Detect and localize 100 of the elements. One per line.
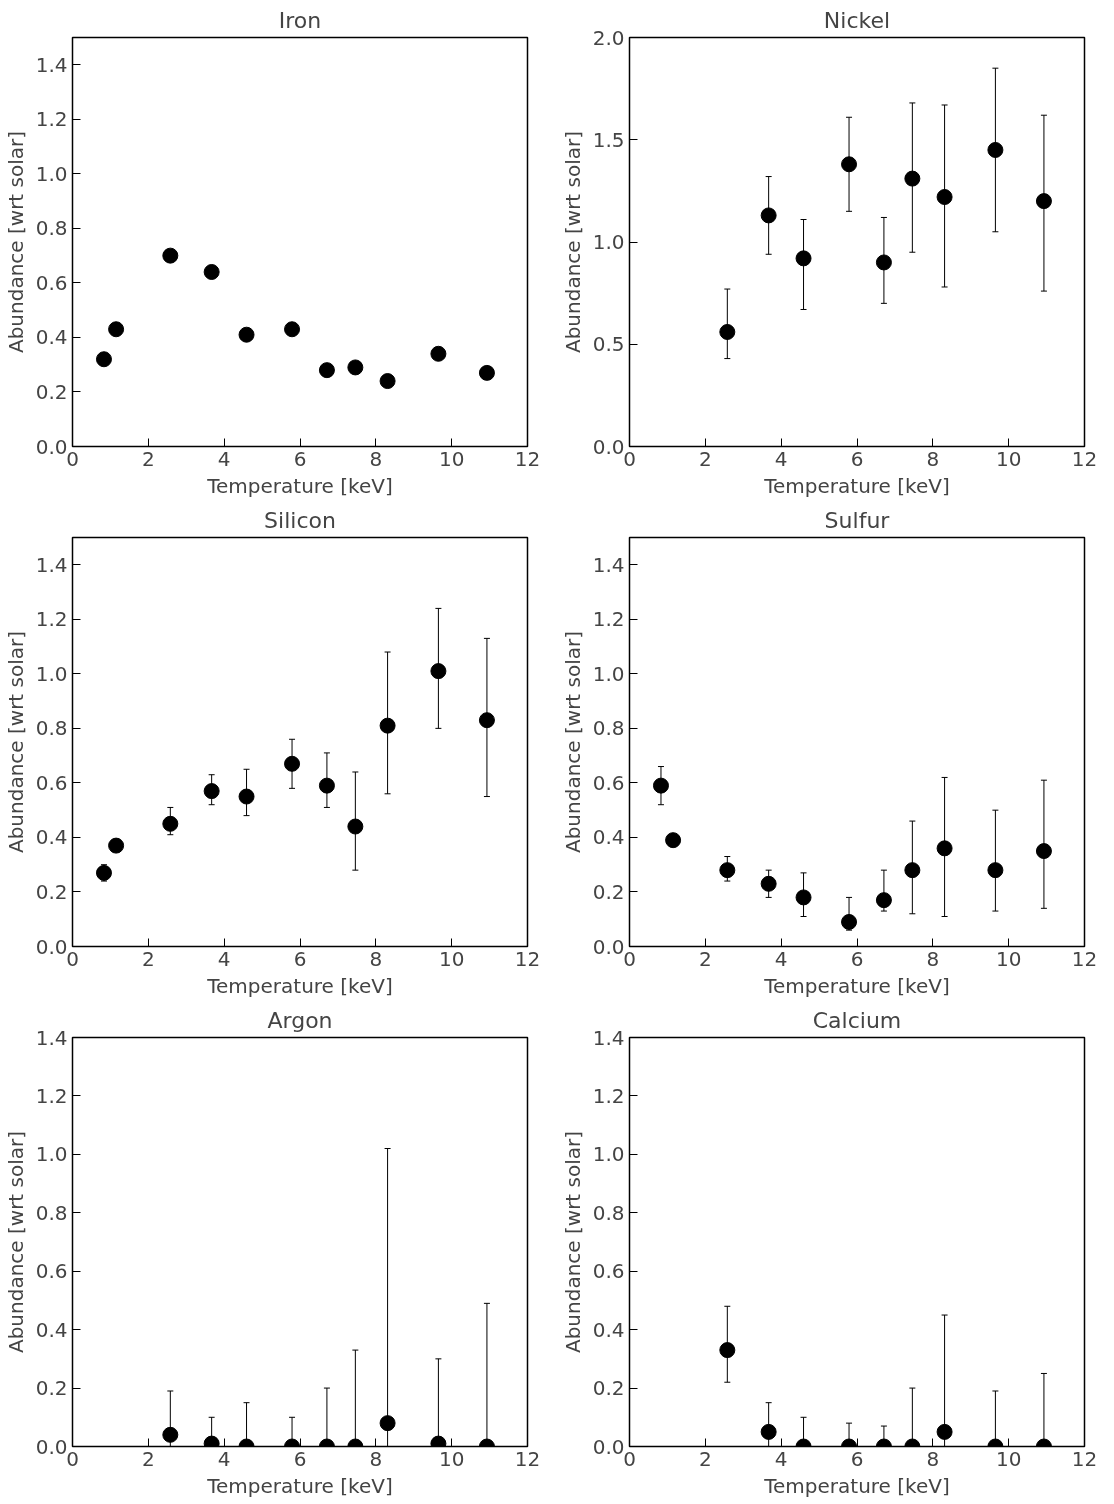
y-tick-label: 0.6 (35, 270, 68, 295)
x-axis-title: Temperature [keV] (206, 973, 393, 998)
y-tick-label: 1.0 (35, 161, 68, 186)
y-tick-label: 1.0 (592, 661, 625, 686)
y-tick-label: 0.4 (35, 825, 68, 850)
x-tick-label: 8 (926, 946, 940, 971)
x-tick-label: 10 (438, 946, 465, 971)
x-axis-title: Temperature [keV] (763, 973, 950, 998)
y-tick-label: 0.2 (35, 879, 68, 904)
x-tick-label: 0 (623, 1446, 636, 1471)
y-tick-label: 0.0 (35, 1434, 68, 1459)
x-tick-label: 12 (514, 1446, 541, 1471)
x-tick-label: 12 (1071, 446, 1098, 471)
x-tick-label: 6 (850, 446, 864, 471)
y-tick-label: 1.0 (35, 661, 68, 686)
x-tick-label: 10 (438, 1446, 465, 1471)
chart-title: Argon (267, 1007, 333, 1033)
x-tick-label: 12 (514, 446, 541, 471)
y-tick-label: 1.2 (592, 607, 625, 632)
x-tick-label: 0 (623, 946, 636, 971)
x-tick-label: 2 (698, 946, 712, 971)
y-tick-label: 0.0 (35, 934, 68, 959)
x-tick-label: 10 (995, 946, 1022, 971)
y-axis-title: Abundance [wrt solar] (560, 1130, 585, 1354)
x-tick-label: 12 (1071, 946, 1098, 971)
y-tick-label: 0.0 (592, 434, 625, 459)
y-tick-label: 1.4 (35, 552, 68, 577)
y-tick-label: 1.2 (35, 107, 68, 132)
chart-title: Calcium (812, 1007, 902, 1033)
x-tick-label: 4 (774, 946, 788, 971)
y-tick-label: 0.0 (35, 434, 68, 459)
x-tick-label: 0 (623, 446, 636, 471)
y-tick-label: 0.4 (35, 325, 68, 350)
x-tick-label: 0 (66, 1446, 79, 1471)
x-tick-label: 4 (217, 446, 231, 471)
y-axis-title: Abundance [wrt solar] (3, 630, 28, 854)
x-tick-label: 4 (774, 446, 788, 471)
y-tick-label: 1.4 (35, 1025, 68, 1050)
y-tick-label: 1.4 (592, 552, 625, 577)
chart-title: Silicon (264, 507, 336, 533)
y-tick-label: 0.4 (592, 1317, 625, 1342)
x-axis-title: Temperature [keV] (206, 1473, 393, 1498)
x-tick-label: 6 (850, 946, 864, 971)
x-tick-label: 8 (926, 1446, 940, 1471)
y-tick-label: 0.6 (35, 770, 68, 795)
y-tick-label: 0.2 (592, 1376, 625, 1401)
x-axis-title: Temperature [keV] (763, 473, 950, 498)
x-tick-label: 8 (369, 1446, 383, 1471)
y-tick-label: 1.0 (35, 1142, 68, 1167)
y-tick-label: 0.2 (592, 879, 625, 904)
y-tick-label: 1.2 (35, 1083, 68, 1108)
x-tick-label: 12 (1071, 1446, 1098, 1471)
y-tick-label: 0.8 (35, 216, 68, 241)
x-tick-label: 0 (66, 946, 79, 971)
y-axis-title: Abundance [wrt solar] (3, 1130, 28, 1354)
x-tick-label: 8 (926, 446, 940, 471)
x-tick-label: 6 (293, 946, 307, 971)
x-tick-label: 6 (850, 1446, 864, 1471)
chart-title: Iron (278, 7, 322, 33)
x-tick-label: 10 (438, 446, 465, 471)
x-tick-label: 4 (774, 1446, 788, 1471)
x-tick-label: 8 (369, 446, 383, 471)
chart-title: Nickel (823, 7, 891, 33)
y-tick-label: 0.8 (592, 1200, 625, 1225)
y-tick-label: 0.6 (592, 770, 625, 795)
chart-title: Sulfur (824, 507, 891, 533)
x-tick-label: 6 (293, 446, 307, 471)
y-tick-label: 0.2 (35, 379, 68, 404)
y-tick-label: 1.4 (35, 52, 68, 77)
y-tick-label: 0.4 (592, 825, 625, 850)
y-tick-label: 1.0 (592, 1142, 625, 1167)
x-tick-label: 2 (141, 1446, 155, 1471)
y-axis-title: Abundance [wrt solar] (3, 130, 28, 354)
y-tick-label: 0.6 (35, 1259, 68, 1284)
x-tick-label: 0 (66, 446, 79, 471)
y-tick-label: 1.4 (592, 1025, 625, 1050)
y-tick-label: 0.6 (592, 1259, 625, 1284)
y-tick-label: 0.8 (592, 716, 625, 741)
x-tick-label: 10 (995, 1446, 1022, 1471)
y-tick-label: 0.2 (35, 1376, 68, 1401)
x-tick-label: 10 (995, 446, 1022, 471)
y-axis-title: Abundance [wrt solar] (560, 130, 585, 354)
y-tick-label: 0.4 (35, 1317, 68, 1342)
y-axis-title: Abundance [wrt solar] (560, 630, 585, 854)
x-tick-label: 4 (217, 1446, 231, 1471)
x-tick-label: 6 (293, 1446, 307, 1471)
x-tick-label: 4 (217, 946, 231, 971)
y-tick-label: 1.5 (592, 127, 625, 152)
y-tick-label: 1.2 (592, 1083, 625, 1108)
x-axis-title: Temperature [keV] (206, 473, 393, 498)
y-tick-label: 0.5 (592, 332, 625, 357)
x-tick-label: 2 (141, 446, 155, 471)
x-tick-label: 8 (369, 946, 383, 971)
x-tick-label: 12 (514, 946, 541, 971)
x-tick-label: 2 (698, 446, 712, 471)
y-tick-label: 1.0 (592, 230, 625, 254)
y-tick-label: 2.0 (592, 25, 625, 50)
x-axis-title: Temperature [keV] (763, 1473, 950, 1498)
x-tick-label: 2 (698, 1446, 712, 1471)
y-tick-label: 0.8 (35, 716, 68, 741)
